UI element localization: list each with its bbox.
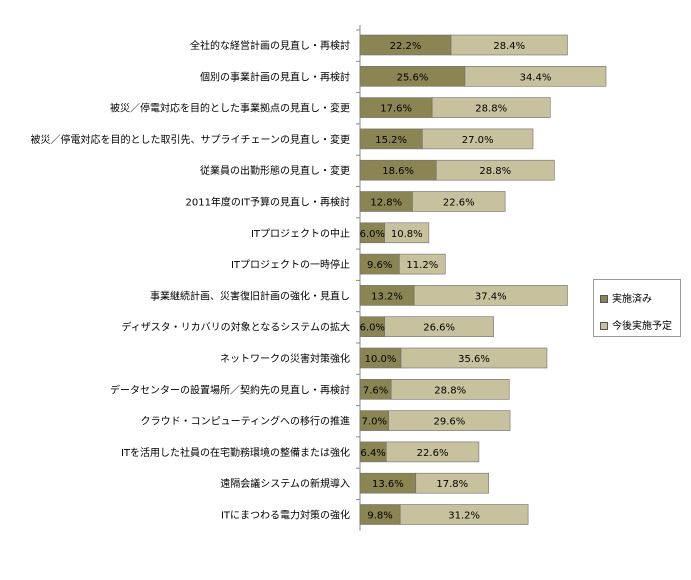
category-label: 遠隔会議システムの新規導入 bbox=[220, 477, 350, 490]
category-label: ITにまつわる電力対策の強化 bbox=[221, 509, 350, 522]
data-label-done: 13.6% bbox=[372, 479, 404, 490]
legend-swatch-done bbox=[600, 295, 608, 303]
category-label: 被災／停電対応を目的とした事業拠点の見直し・変更 bbox=[110, 102, 350, 115]
data-label-done: 22.2% bbox=[390, 41, 422, 52]
data-label-done: 6.4% bbox=[360, 448, 385, 459]
bar-planned bbox=[464, 66, 607, 87]
category-label: ITプロジェクトの一時停止 bbox=[231, 258, 350, 271]
data-label-done: 10.0% bbox=[365, 354, 397, 365]
category-label: ディザスタ・リカバリの対象となるシステムの拡大 bbox=[121, 321, 350, 334]
data-label-planned: 11.2% bbox=[406, 260, 438, 271]
data-label-planned: 34.4% bbox=[520, 72, 552, 83]
category-label: 2011年度のIT予算の見直し・再検討 bbox=[185, 196, 350, 209]
data-label-done: 7.6% bbox=[363, 385, 388, 396]
legend-item-done: 実施済み bbox=[600, 290, 652, 305]
category-label: クラウド・コンピューティングへの移行の推進 bbox=[141, 415, 350, 428]
category-label: ITプロジェクトの中止 bbox=[251, 227, 350, 240]
category-label: ITを活用した社員の在宅勤務環境の整備または強化 bbox=[121, 446, 350, 459]
data-label-planned: 28.8% bbox=[479, 166, 511, 177]
data-label-done: 25.6% bbox=[397, 72, 429, 83]
bar-planned bbox=[412, 191, 506, 212]
data-label-planned: 28.8% bbox=[434, 385, 466, 396]
data-label-done: 15.2% bbox=[375, 135, 407, 146]
category-label: 被災／停電対応を目的とした取引先、サプライチェーンの見直し・変更 bbox=[31, 133, 351, 146]
data-label-done: 6.0% bbox=[360, 229, 385, 240]
bar-planned bbox=[435, 159, 555, 181]
data-label-planned: 10.8% bbox=[391, 229, 423, 240]
data-label-done: 12.8% bbox=[370, 198, 402, 209]
data-label-planned: 35.6% bbox=[458, 354, 490, 365]
data-label-planned: 29.6% bbox=[433, 417, 465, 428]
category-label: 全社的な経営計画の見直し・再検討 bbox=[190, 39, 350, 52]
data-label-planned: 28.8% bbox=[475, 104, 507, 115]
data-label-done: 13.2% bbox=[371, 291, 403, 302]
category-label: 従業員の出勤形態の見直し・変更 bbox=[200, 164, 350, 177]
bar-planned bbox=[390, 378, 510, 400]
data-label-planned: 22.6% bbox=[417, 448, 449, 459]
legend: 実施済み 今後実施予定 bbox=[593, 279, 681, 337]
legend-item-planned: 今後実施予定 bbox=[600, 317, 672, 332]
category-label: 個別の事業計画の見直し・再検討 bbox=[200, 70, 350, 83]
data-label-planned: 28.4% bbox=[493, 41, 525, 52]
bar-planned bbox=[384, 222, 430, 244]
legend-swatch-planned bbox=[600, 322, 608, 330]
bar-planned bbox=[400, 347, 548, 369]
data-label-planned: 31.2% bbox=[448, 511, 480, 522]
bar-planned bbox=[415, 472, 490, 494]
category-label: ネットワークの災害対策強化 bbox=[220, 352, 350, 365]
data-label-done: 18.6% bbox=[382, 166, 414, 177]
bar-planned bbox=[385, 441, 480, 463]
data-label-planned: 37.4% bbox=[475, 291, 507, 302]
data-label-done: 6.0% bbox=[360, 323, 385, 334]
bar-planned bbox=[413, 285, 568, 306]
bar-planned bbox=[399, 253, 446, 275]
bar-planned bbox=[384, 316, 494, 338]
data-label-planned: 17.8% bbox=[436, 479, 468, 490]
category-label: 事業継続計画、災害復旧計画の強化・見直し bbox=[150, 289, 350, 302]
data-label-done: 9.8% bbox=[367, 511, 392, 522]
data-label-done: 17.6% bbox=[380, 104, 412, 115]
data-label-planned: 27.0% bbox=[462, 135, 494, 146]
data-label-done: 9.6% bbox=[367, 260, 392, 271]
data-label-planned: 22.6% bbox=[443, 198, 475, 209]
bar-planned bbox=[388, 410, 511, 431]
bar-planned bbox=[431, 97, 551, 118]
legend-label-planned: 今後実施予定 bbox=[612, 321, 672, 332]
bar-planned bbox=[399, 504, 529, 525]
category-label: データセンターの設置場所／契約先の見直し・再検討 bbox=[110, 383, 350, 396]
data-label-planned: 26.6% bbox=[423, 323, 455, 334]
legend-label-done: 実施済み bbox=[612, 294, 652, 305]
data-label-done: 7.0% bbox=[362, 417, 387, 428]
bar-planned bbox=[422, 128, 534, 150]
bar-planned bbox=[450, 34, 568, 56]
